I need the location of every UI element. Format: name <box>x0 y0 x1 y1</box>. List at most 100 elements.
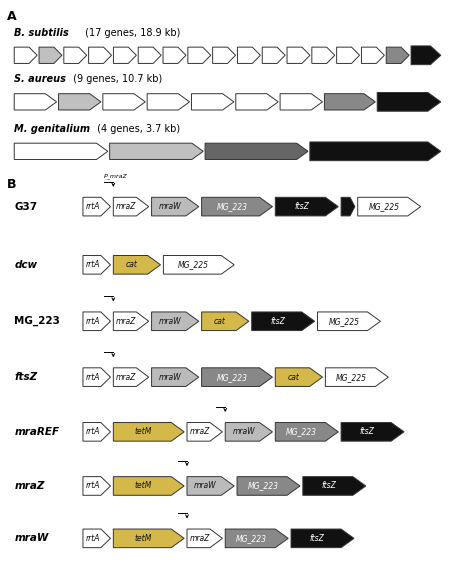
Text: cat: cat <box>288 372 300 382</box>
Text: MG_223: MG_223 <box>248 481 279 491</box>
Text: mraZ: mraZ <box>116 372 136 382</box>
Polygon shape <box>109 143 203 159</box>
Text: MG_225: MG_225 <box>328 317 359 326</box>
Polygon shape <box>14 94 56 110</box>
Polygon shape <box>325 368 388 386</box>
Polygon shape <box>188 47 211 63</box>
Polygon shape <box>152 312 199 331</box>
Polygon shape <box>152 197 199 216</box>
Text: mraREF: mraREF <box>14 427 59 437</box>
Polygon shape <box>205 143 308 159</box>
Polygon shape <box>237 477 300 495</box>
Text: mraZ: mraZ <box>116 317 136 326</box>
Polygon shape <box>341 423 404 441</box>
Polygon shape <box>312 47 335 63</box>
Text: rrtA: rrtA <box>86 534 100 543</box>
Polygon shape <box>237 47 260 63</box>
Polygon shape <box>187 529 222 548</box>
Text: cat: cat <box>126 260 138 269</box>
Polygon shape <box>83 423 110 441</box>
Text: ftsZ: ftsZ <box>294 202 309 211</box>
Text: mraW: mraW <box>232 427 255 436</box>
Polygon shape <box>164 255 234 274</box>
Polygon shape <box>113 529 184 548</box>
Polygon shape <box>280 94 322 110</box>
Polygon shape <box>113 477 184 495</box>
Polygon shape <box>362 47 384 63</box>
Polygon shape <box>113 368 149 386</box>
Polygon shape <box>58 94 101 110</box>
Text: G37: G37 <box>14 201 37 212</box>
Text: rrtA: rrtA <box>86 372 100 382</box>
Text: rrtA: rrtA <box>86 202 100 211</box>
Polygon shape <box>201 368 273 386</box>
Text: mraW: mraW <box>159 317 182 326</box>
Text: tetM: tetM <box>135 534 152 543</box>
Polygon shape <box>411 46 441 65</box>
Text: MG_223: MG_223 <box>236 534 267 543</box>
Text: mraZ: mraZ <box>14 481 45 491</box>
Text: mraW: mraW <box>159 372 182 382</box>
Text: cat: cat <box>214 317 226 326</box>
Text: M. genitalium: M. genitalium <box>14 124 90 134</box>
Text: ftsZ: ftsZ <box>14 372 37 382</box>
Text: MG_225: MG_225 <box>336 372 367 382</box>
Polygon shape <box>113 423 184 441</box>
Polygon shape <box>358 197 420 216</box>
Polygon shape <box>83 368 110 386</box>
Text: MG_223: MG_223 <box>286 427 317 436</box>
Text: mraZ: mraZ <box>116 202 136 211</box>
Polygon shape <box>324 94 375 110</box>
Polygon shape <box>275 368 322 386</box>
Text: (4 genes, 3.7 kb): (4 genes, 3.7 kb) <box>94 124 181 134</box>
Polygon shape <box>275 423 338 441</box>
Text: B. subtilis: B. subtilis <box>14 28 69 38</box>
Polygon shape <box>201 197 273 216</box>
Text: rrtA: rrtA <box>86 481 100 491</box>
Text: MG_225: MG_225 <box>178 260 209 269</box>
Polygon shape <box>291 529 354 548</box>
Polygon shape <box>275 197 338 216</box>
Text: tetM: tetM <box>135 481 152 491</box>
Text: tetM: tetM <box>135 427 152 436</box>
Text: MG_223: MG_223 <box>217 372 247 382</box>
Polygon shape <box>113 47 137 63</box>
Polygon shape <box>113 197 149 216</box>
Text: (17 genes, 18.9 kb): (17 genes, 18.9 kb) <box>82 28 181 38</box>
Text: rrtA: rrtA <box>86 260 100 269</box>
Text: ftsZ: ftsZ <box>360 427 375 436</box>
Text: A: A <box>7 10 17 23</box>
Polygon shape <box>187 423 222 441</box>
Polygon shape <box>236 94 278 110</box>
Polygon shape <box>83 197 110 216</box>
Polygon shape <box>83 255 110 274</box>
Text: MG_223: MG_223 <box>217 202 247 211</box>
Polygon shape <box>152 368 199 386</box>
Polygon shape <box>14 143 108 159</box>
Polygon shape <box>252 312 315 331</box>
Polygon shape <box>103 94 145 110</box>
Polygon shape <box>83 477 110 495</box>
Polygon shape <box>213 47 236 63</box>
Polygon shape <box>377 93 441 111</box>
Polygon shape <box>187 477 234 495</box>
Polygon shape <box>191 94 234 110</box>
Text: mraW: mraW <box>194 481 217 491</box>
Polygon shape <box>386 47 409 63</box>
Polygon shape <box>201 312 249 331</box>
Polygon shape <box>89 47 111 63</box>
Text: mraZ: mraZ <box>190 427 210 436</box>
Text: ftsZ: ftsZ <box>322 481 337 491</box>
Text: B: B <box>7 178 17 190</box>
Text: mraZ: mraZ <box>190 534 210 543</box>
Text: rrtA: rrtA <box>86 317 100 326</box>
Polygon shape <box>14 47 37 63</box>
Text: MG_225: MG_225 <box>368 202 400 211</box>
Text: dcw: dcw <box>14 260 37 270</box>
Polygon shape <box>310 142 441 161</box>
Text: mraW: mraW <box>159 202 182 211</box>
Text: (9 genes, 10.7 kb): (9 genes, 10.7 kb) <box>70 74 162 84</box>
Text: ftsZ: ftsZ <box>271 317 285 326</box>
Polygon shape <box>287 47 310 63</box>
Polygon shape <box>39 47 62 63</box>
